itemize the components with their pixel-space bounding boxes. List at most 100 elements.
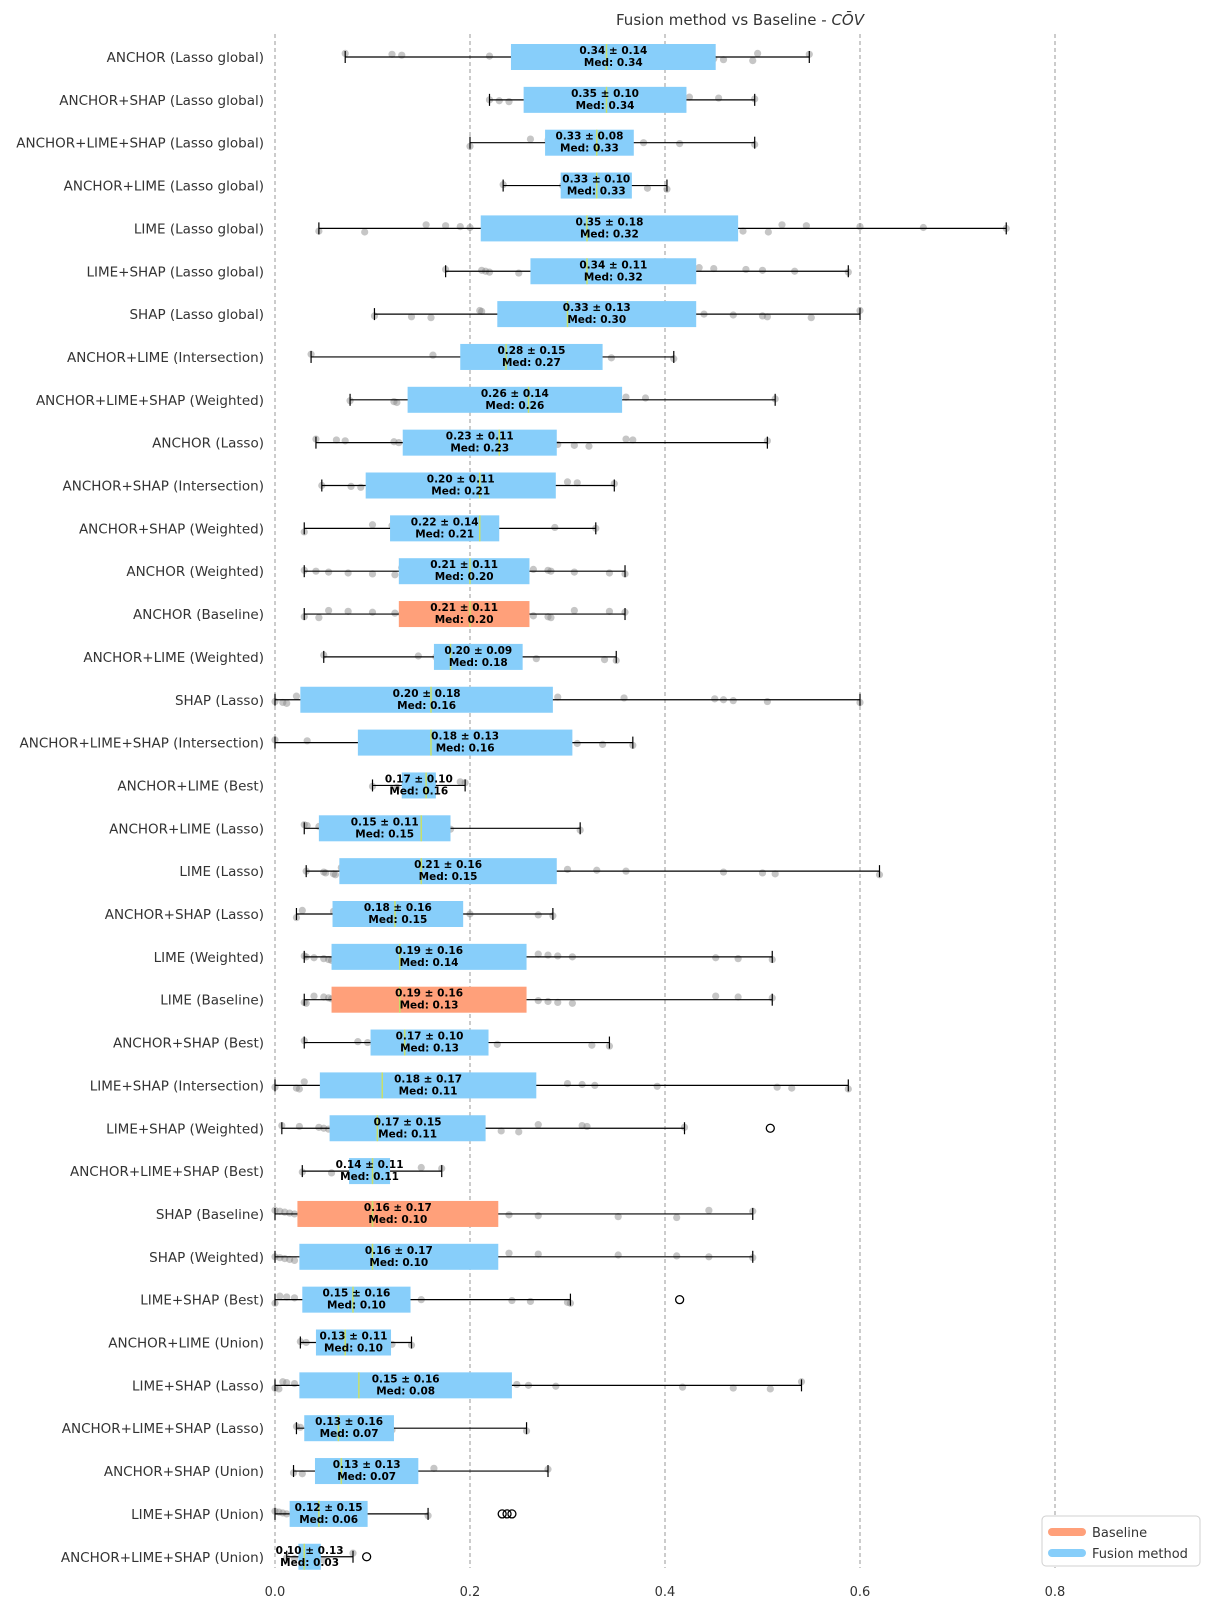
mean-std-label: 0.17 ± 0.10 <box>385 773 453 785</box>
median-label: Med: 0.11 <box>340 1171 399 1183</box>
outlier-point <box>765 1123 775 1133</box>
data-point <box>422 221 430 229</box>
median-label: Med: 0.32 <box>584 271 643 283</box>
y-tick-label: ANCHOR+SHAP (Lasso) <box>105 907 264 923</box>
data-point <box>505 98 513 106</box>
outlier-point <box>497 1509 507 1519</box>
y-tick-label: ANCHOR+LIME (Lasso global) <box>64 179 264 195</box>
data-point <box>758 266 767 274</box>
data-point <box>341 437 349 445</box>
median-label: Med: 0.15 <box>419 871 478 883</box>
data-point <box>361 228 369 236</box>
data-point <box>766 1385 774 1393</box>
median-label: Med: 0.23 <box>450 443 509 455</box>
box <box>530 258 697 285</box>
median-label: Med: 0.26 <box>485 400 544 412</box>
mean-std-label: 0.20 ± 0.18 <box>393 688 461 700</box>
box <box>299 1243 499 1270</box>
median-label: Med: 0.15 <box>355 828 414 840</box>
data-point <box>620 694 628 702</box>
data-point <box>715 94 723 102</box>
data-point <box>563 1298 572 1306</box>
data-point <box>742 265 750 274</box>
data-point <box>856 223 864 231</box>
chart-title-metric: CŌV <box>831 10 865 29</box>
mean-std-label: 0.17 ± 0.10 <box>396 1031 464 1043</box>
y-tick-label: ANCHOR+LIME (Intersection) <box>67 350 264 366</box>
box <box>357 729 573 756</box>
y-tick-label: LIME (Lasso) <box>179 864 264 880</box>
data-point <box>734 955 742 963</box>
data-point <box>478 307 486 315</box>
median-label: Med: 0.34 <box>584 57 643 69</box>
box <box>319 1072 537 1099</box>
data-point <box>456 778 464 786</box>
box <box>315 1329 392 1356</box>
data-point <box>673 1252 681 1260</box>
data-point <box>570 606 578 615</box>
data-point <box>532 655 540 663</box>
data-point <box>331 871 340 879</box>
data-point <box>485 52 494 60</box>
data-point <box>407 313 416 321</box>
data-point <box>368 521 377 529</box>
data-point <box>354 1038 362 1046</box>
y-tick-label: LIME (Lasso global) <box>134 221 264 237</box>
box <box>398 558 530 585</box>
data-point <box>712 992 720 1000</box>
data-point <box>588 1041 596 1049</box>
data-point <box>515 1128 523 1136</box>
mean-std-label: 0.18 ± 0.17 <box>394 1073 462 1085</box>
data-point <box>570 441 578 449</box>
box <box>302 1286 411 1313</box>
box <box>299 1372 512 1399</box>
mean-std-label: 0.21 ± 0.16 <box>414 859 482 871</box>
data-point <box>719 56 728 64</box>
data-point <box>552 1382 560 1390</box>
data-point <box>763 697 771 706</box>
data-point <box>391 571 399 579</box>
data-point <box>391 609 399 617</box>
data-point <box>344 569 352 577</box>
data-point <box>388 50 396 58</box>
data-point <box>676 140 684 148</box>
data-point <box>344 607 352 615</box>
box <box>339 858 557 885</box>
data-point <box>515 269 523 277</box>
data-point <box>711 695 719 703</box>
data-point <box>279 1378 287 1386</box>
data-point <box>554 693 562 701</box>
data-point <box>320 868 328 876</box>
y-tick-label: LIME (Weighted) <box>154 950 264 966</box>
data-point <box>673 1213 681 1222</box>
x-tick-label: 0.6 <box>850 1585 871 1600</box>
median-label: Med: 0.27 <box>502 357 561 369</box>
mean-std-label: 0.34 ± 0.11 <box>579 259 647 271</box>
data-point <box>534 911 542 919</box>
mean-std-label: 0.15 ± 0.16 <box>322 1288 390 1300</box>
median-label: Med: 0.10 <box>324 1343 383 1355</box>
outlier-point <box>674 1295 685 1305</box>
mean-std-label: 0.33 ± 0.08 <box>555 131 623 143</box>
data-point <box>653 1082 661 1090</box>
y-tick-label: SHAP (Weighted) <box>149 1250 264 1266</box>
data-point <box>551 523 559 532</box>
box <box>304 1415 394 1442</box>
data-point <box>705 1206 713 1214</box>
mean-std-label: 0.19 ± 0.16 <box>395 945 463 957</box>
data-point <box>573 739 581 748</box>
box <box>349 1158 391 1185</box>
data-point <box>758 869 767 877</box>
data-point <box>526 135 535 143</box>
box <box>365 472 556 499</box>
data-point <box>290 1294 299 1302</box>
x-tick-label: 0.8 <box>1045 1585 1066 1600</box>
data-point <box>283 699 291 707</box>
data-point <box>310 954 318 962</box>
y-tick-label: ANCHOR+LIME+SHAP (Weighted) <box>36 393 264 409</box>
data-point <box>347 482 355 490</box>
data-point <box>622 393 630 401</box>
data-point <box>325 568 333 576</box>
data-point <box>563 478 572 486</box>
box <box>402 429 557 456</box>
